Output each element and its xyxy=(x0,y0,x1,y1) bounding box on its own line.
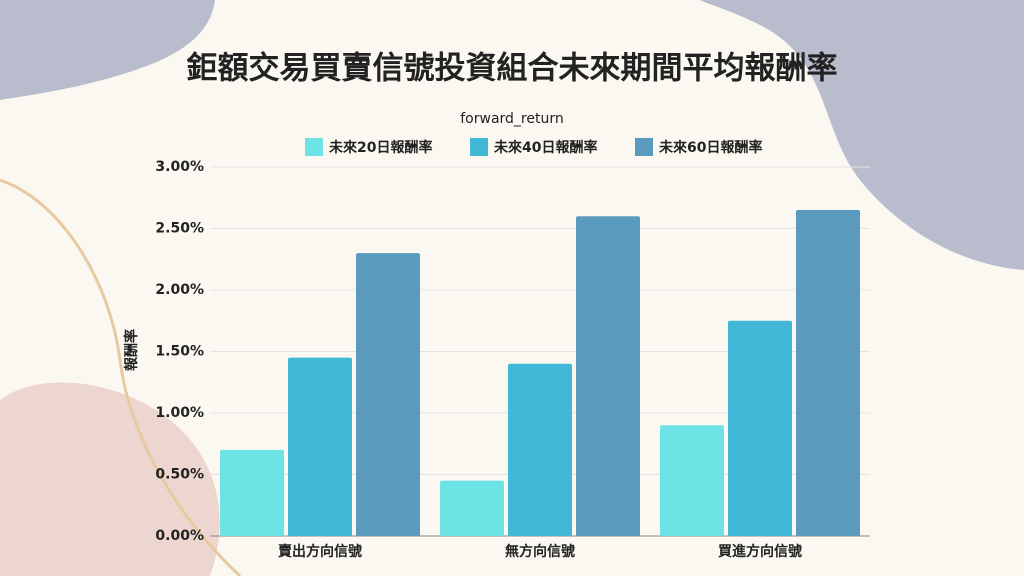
x-tick-label: 買進方向信號 xyxy=(718,543,802,560)
bar xyxy=(660,425,724,536)
legend-swatch xyxy=(305,138,323,156)
x-tick-label: 無方向信號 xyxy=(505,543,575,560)
y-tick-label: 0.00% xyxy=(155,528,204,544)
bar xyxy=(356,253,420,536)
decor-curve xyxy=(0,178,242,576)
y-axis-label: 報酬率 xyxy=(123,329,140,371)
bar xyxy=(508,363,572,536)
y-tick-label: 3.00% xyxy=(155,159,204,175)
bar xyxy=(220,449,284,536)
bar xyxy=(288,357,352,536)
x-tick-label: 賣出方向信號 xyxy=(277,543,362,560)
bar xyxy=(440,480,504,536)
chart-title: 鉅額交易買賣信號投資組合未來期間平均報酬率 xyxy=(187,51,838,87)
legend-swatch xyxy=(635,138,653,156)
bar xyxy=(576,216,640,536)
bar xyxy=(728,320,792,536)
y-tick-label: 1.00% xyxy=(155,405,204,421)
legend-label: 未來60日報酬率 xyxy=(659,139,762,156)
bar xyxy=(796,210,860,537)
legend-swatch xyxy=(470,138,488,156)
y-tick-label: 2.50% xyxy=(155,221,204,237)
legend-label: 未來20日報酬率 xyxy=(329,139,432,156)
decor-blob xyxy=(0,382,220,576)
y-tick-label: 1.50% xyxy=(155,344,204,360)
decor-blob xyxy=(700,0,1024,270)
decor-blob xyxy=(0,0,215,100)
legend-title: forward_return xyxy=(460,111,563,127)
legend-label: 未來40日報酬率 xyxy=(494,139,597,156)
y-tick-label: 0.50% xyxy=(155,467,204,483)
y-tick-label: 2.00% xyxy=(155,282,204,298)
